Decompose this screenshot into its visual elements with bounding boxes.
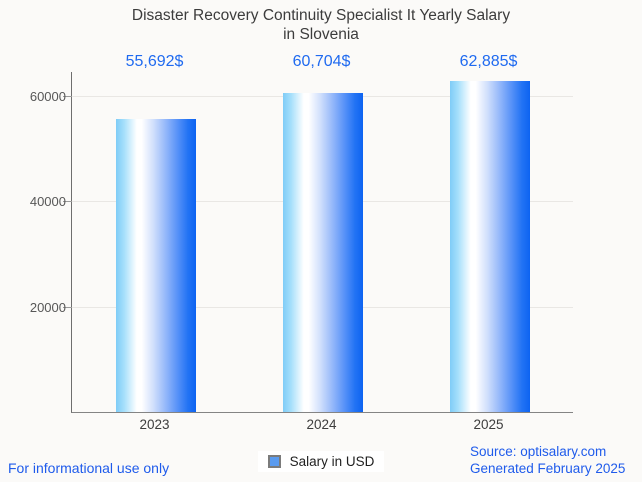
- disclaimer-text: For informational use only: [8, 460, 170, 476]
- legend-label: Salary in USD: [289, 454, 375, 469]
- chart-title: Disaster Recovery Continuity Specialist …: [0, 6, 642, 44]
- legend: Salary in USD: [0, 451, 642, 472]
- bar-2025[interactable]: [449, 81, 530, 412]
- value-label-2024: 60,704$: [292, 53, 351, 70]
- y-axis-tick: [63, 306, 72, 308]
- source-block: Source: optisalary.com Generated Februar…: [470, 444, 625, 477]
- legend-marker-icon: [267, 455, 281, 468]
- plot-area: 20000 40000 60000: [30, 72, 573, 413]
- value-label-2025: 62,885$: [459, 53, 518, 70]
- chart-title-line2: in Slovenia: [283, 26, 359, 43]
- chart-title-line1: Disaster Recovery Continuity Specialist …: [131, 7, 511, 24]
- y-axis-tick: [63, 96, 72, 98]
- x-axis-label-2024: 2024: [306, 417, 337, 432]
- generated-text: Generated February 2025: [470, 460, 626, 476]
- source-text: Source: optisalary.com: [470, 444, 607, 459]
- legend-item: Salary in USD: [257, 451, 385, 472]
- y-axis-tick: [63, 201, 72, 203]
- value-label-2023: 55,692$: [125, 53, 184, 70]
- y-axis-label: 20000: [29, 299, 66, 315]
- y-axis-label: 40000: [29, 194, 66, 210]
- x-axis-label-2023: 2023: [139, 417, 170, 432]
- bar-2024[interactable]: [282, 92, 363, 412]
- bar-2023[interactable]: [115, 118, 196, 412]
- y-axis-label: 60000: [29, 89, 66, 105]
- x-axis-label-2025: 2025: [473, 417, 504, 432]
